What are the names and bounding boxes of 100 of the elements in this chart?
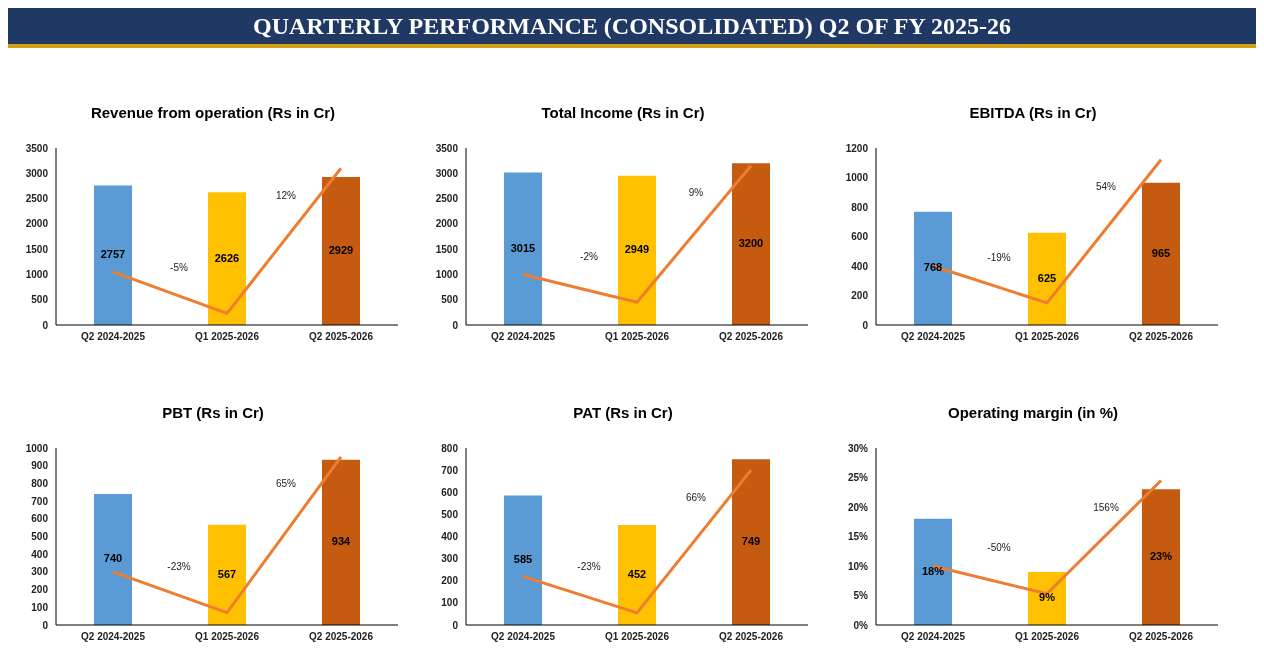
y-tick-label: 1000	[25, 442, 49, 454]
x-tick-label: Q2 2025-2026	[309, 631, 374, 643]
data-label: 567	[217, 567, 237, 580]
y-tick-label: 500	[31, 294, 49, 306]
x-tick-label: Q1 2025-2026	[1015, 631, 1080, 643]
y-tick-label: 200	[441, 575, 459, 587]
y-tick-label: 500	[441, 294, 459, 306]
y-tick-label: 500	[31, 531, 49, 543]
annotation: -5%	[170, 262, 188, 274]
data-label: 965	[1151, 246, 1171, 259]
bar	[322, 459, 360, 625]
data-label: 625	[1037, 271, 1057, 284]
bar	[208, 524, 246, 625]
x-tick-label: Q2 2025-2026	[719, 331, 784, 343]
y-tick-label: 2500	[435, 193, 459, 205]
annotation: 65%	[275, 478, 297, 490]
x-tick-label: Q2 2025-2026	[309, 331, 374, 343]
x-tick-label: Q2 2024-2025	[81, 631, 146, 643]
data-label: 2757	[100, 248, 126, 261]
data-label: 3200	[738, 236, 764, 249]
annotation: 156%	[1093, 502, 1119, 514]
text: QUARTERLY PERFORMANCE (CONSOLIDATED) Q2 OF FY 2025-26	[253, 12, 1011, 40]
y-tick-label: 600	[31, 513, 49, 525]
y-tick-label: 200	[851, 290, 869, 302]
data-label: 9%	[1039, 591, 1056, 604]
annotation: 66%	[685, 491, 707, 503]
y-tick-label: 30%	[847, 442, 869, 454]
annotation: 12%	[275, 189, 297, 201]
y-tick-label: 0	[42, 319, 49, 331]
data-label: 3015	[510, 241, 536, 254]
y-tick-label: 3000	[435, 167, 459, 179]
bar	[914, 211, 952, 325]
y-tick-label: 400	[851, 260, 869, 272]
y-tick-label: 700	[441, 464, 459, 476]
y-tick-label: 800	[851, 201, 869, 213]
y-tick-label: 1200	[845, 142, 869, 154]
data-label: 23%	[1149, 550, 1173, 563]
y-tick-label: 0%	[853, 619, 869, 631]
x-tick-label: Q2 2024-2025	[81, 331, 146, 343]
data-label: 2929	[328, 243, 354, 256]
chart-title: Revenue from operation (Rs in Cr)	[89, 103, 337, 123]
bar	[504, 495, 542, 625]
data-label: 585	[513, 553, 533, 566]
x-tick-label: Q2 2025-2026	[719, 631, 784, 643]
chart-title: PAT (Rs in Cr)	[572, 403, 674, 423]
x-tick-label: Q2 2024-2025	[901, 331, 966, 343]
y-tick-label: 15%	[847, 531, 869, 543]
y-tick-label: 0	[452, 619, 459, 631]
chart-title: Total Income (Rs in Cr)	[540, 103, 706, 123]
y-tick-label: 800	[441, 442, 459, 454]
chart-title: PBT (Rs in Cr)	[161, 403, 265, 423]
annotation: -19%	[987, 251, 1011, 263]
y-tick-label: 400	[31, 548, 49, 560]
x-tick-label: Q1 2025-2026	[195, 331, 260, 343]
y-tick-label: 3000	[25, 167, 49, 179]
data-label: 749	[741, 535, 761, 548]
data-label: 768	[923, 261, 943, 274]
annotation: -23%	[577, 561, 601, 573]
x-tick-label: Q1 2025-2026	[195, 631, 260, 643]
data-label: 452	[627, 567, 647, 580]
y-tick-label: 10%	[847, 560, 869, 572]
data-label: 2626	[214, 251, 240, 264]
data-label: 740	[103, 552, 123, 565]
data-label: 18%	[921, 564, 945, 577]
bar	[1028, 232, 1066, 325]
y-tick-label: 1500	[435, 243, 459, 255]
data-label: 934	[331, 535, 352, 548]
bar	[732, 459, 770, 625]
annotation: 9%	[688, 187, 704, 199]
bar	[1142, 489, 1180, 625]
y-tick-label: 600	[851, 231, 869, 243]
chart-title: EBITDA (Rs in Cr)	[968, 103, 1098, 123]
y-tick-label: 700	[31, 495, 49, 507]
y-tick-label: 0	[42, 619, 49, 631]
y-tick-label: 25%	[847, 472, 869, 484]
y-tick-label: 3500	[435, 142, 459, 154]
y-tick-label: 3500	[25, 142, 49, 154]
y-tick-label: 400	[441, 531, 459, 543]
chart-title: Operating margin (in %)	[947, 403, 1119, 423]
y-tick-label: 800	[31, 477, 49, 489]
y-tick-label: 2500	[25, 193, 49, 205]
bar	[914, 518, 952, 625]
y-tick-label: 200	[31, 584, 49, 596]
y-tick-label: 1000	[25, 268, 49, 280]
y-tick-label: 2000	[25, 218, 49, 230]
y-tick-label: 1000	[845, 172, 869, 184]
y-tick-label: 5%	[853, 590, 869, 602]
annotation: -23%	[167, 561, 191, 573]
x-tick-label: Q2 2024-2025	[491, 631, 556, 643]
y-tick-label: 100	[31, 601, 49, 613]
x-tick-label: Q2 2025-2026	[1129, 631, 1194, 643]
annotation: -2%	[580, 250, 598, 262]
y-tick-label: 300	[441, 553, 459, 565]
y-tick-label: 600	[441, 486, 459, 498]
y-tick-label: 900	[31, 460, 49, 472]
y-tick-label: 20%	[847, 501, 869, 513]
bar	[1142, 182, 1180, 325]
y-tick-label: 0	[452, 319, 459, 331]
annotation: -50%	[987, 542, 1011, 554]
data-label: 2949	[624, 243, 650, 256]
